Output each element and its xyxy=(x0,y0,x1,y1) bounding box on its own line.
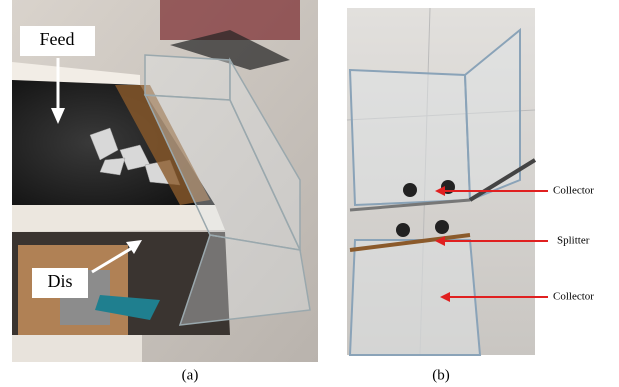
panel-label: (a) xyxy=(182,367,199,383)
figure: Feed Dis Collector Splitter Collector xyxy=(0,0,619,387)
page: Feed Dis Collector Splitter Collector xyxy=(0,0,619,387)
annotation: Splitter xyxy=(557,235,590,247)
annotation: Collector xyxy=(553,291,594,303)
panel-label: (b) xyxy=(432,367,450,383)
annotation: Collector xyxy=(553,185,594,197)
photo-b xyxy=(347,8,535,355)
annotation: Dis xyxy=(47,271,72,291)
annotation: Feed xyxy=(40,29,75,49)
